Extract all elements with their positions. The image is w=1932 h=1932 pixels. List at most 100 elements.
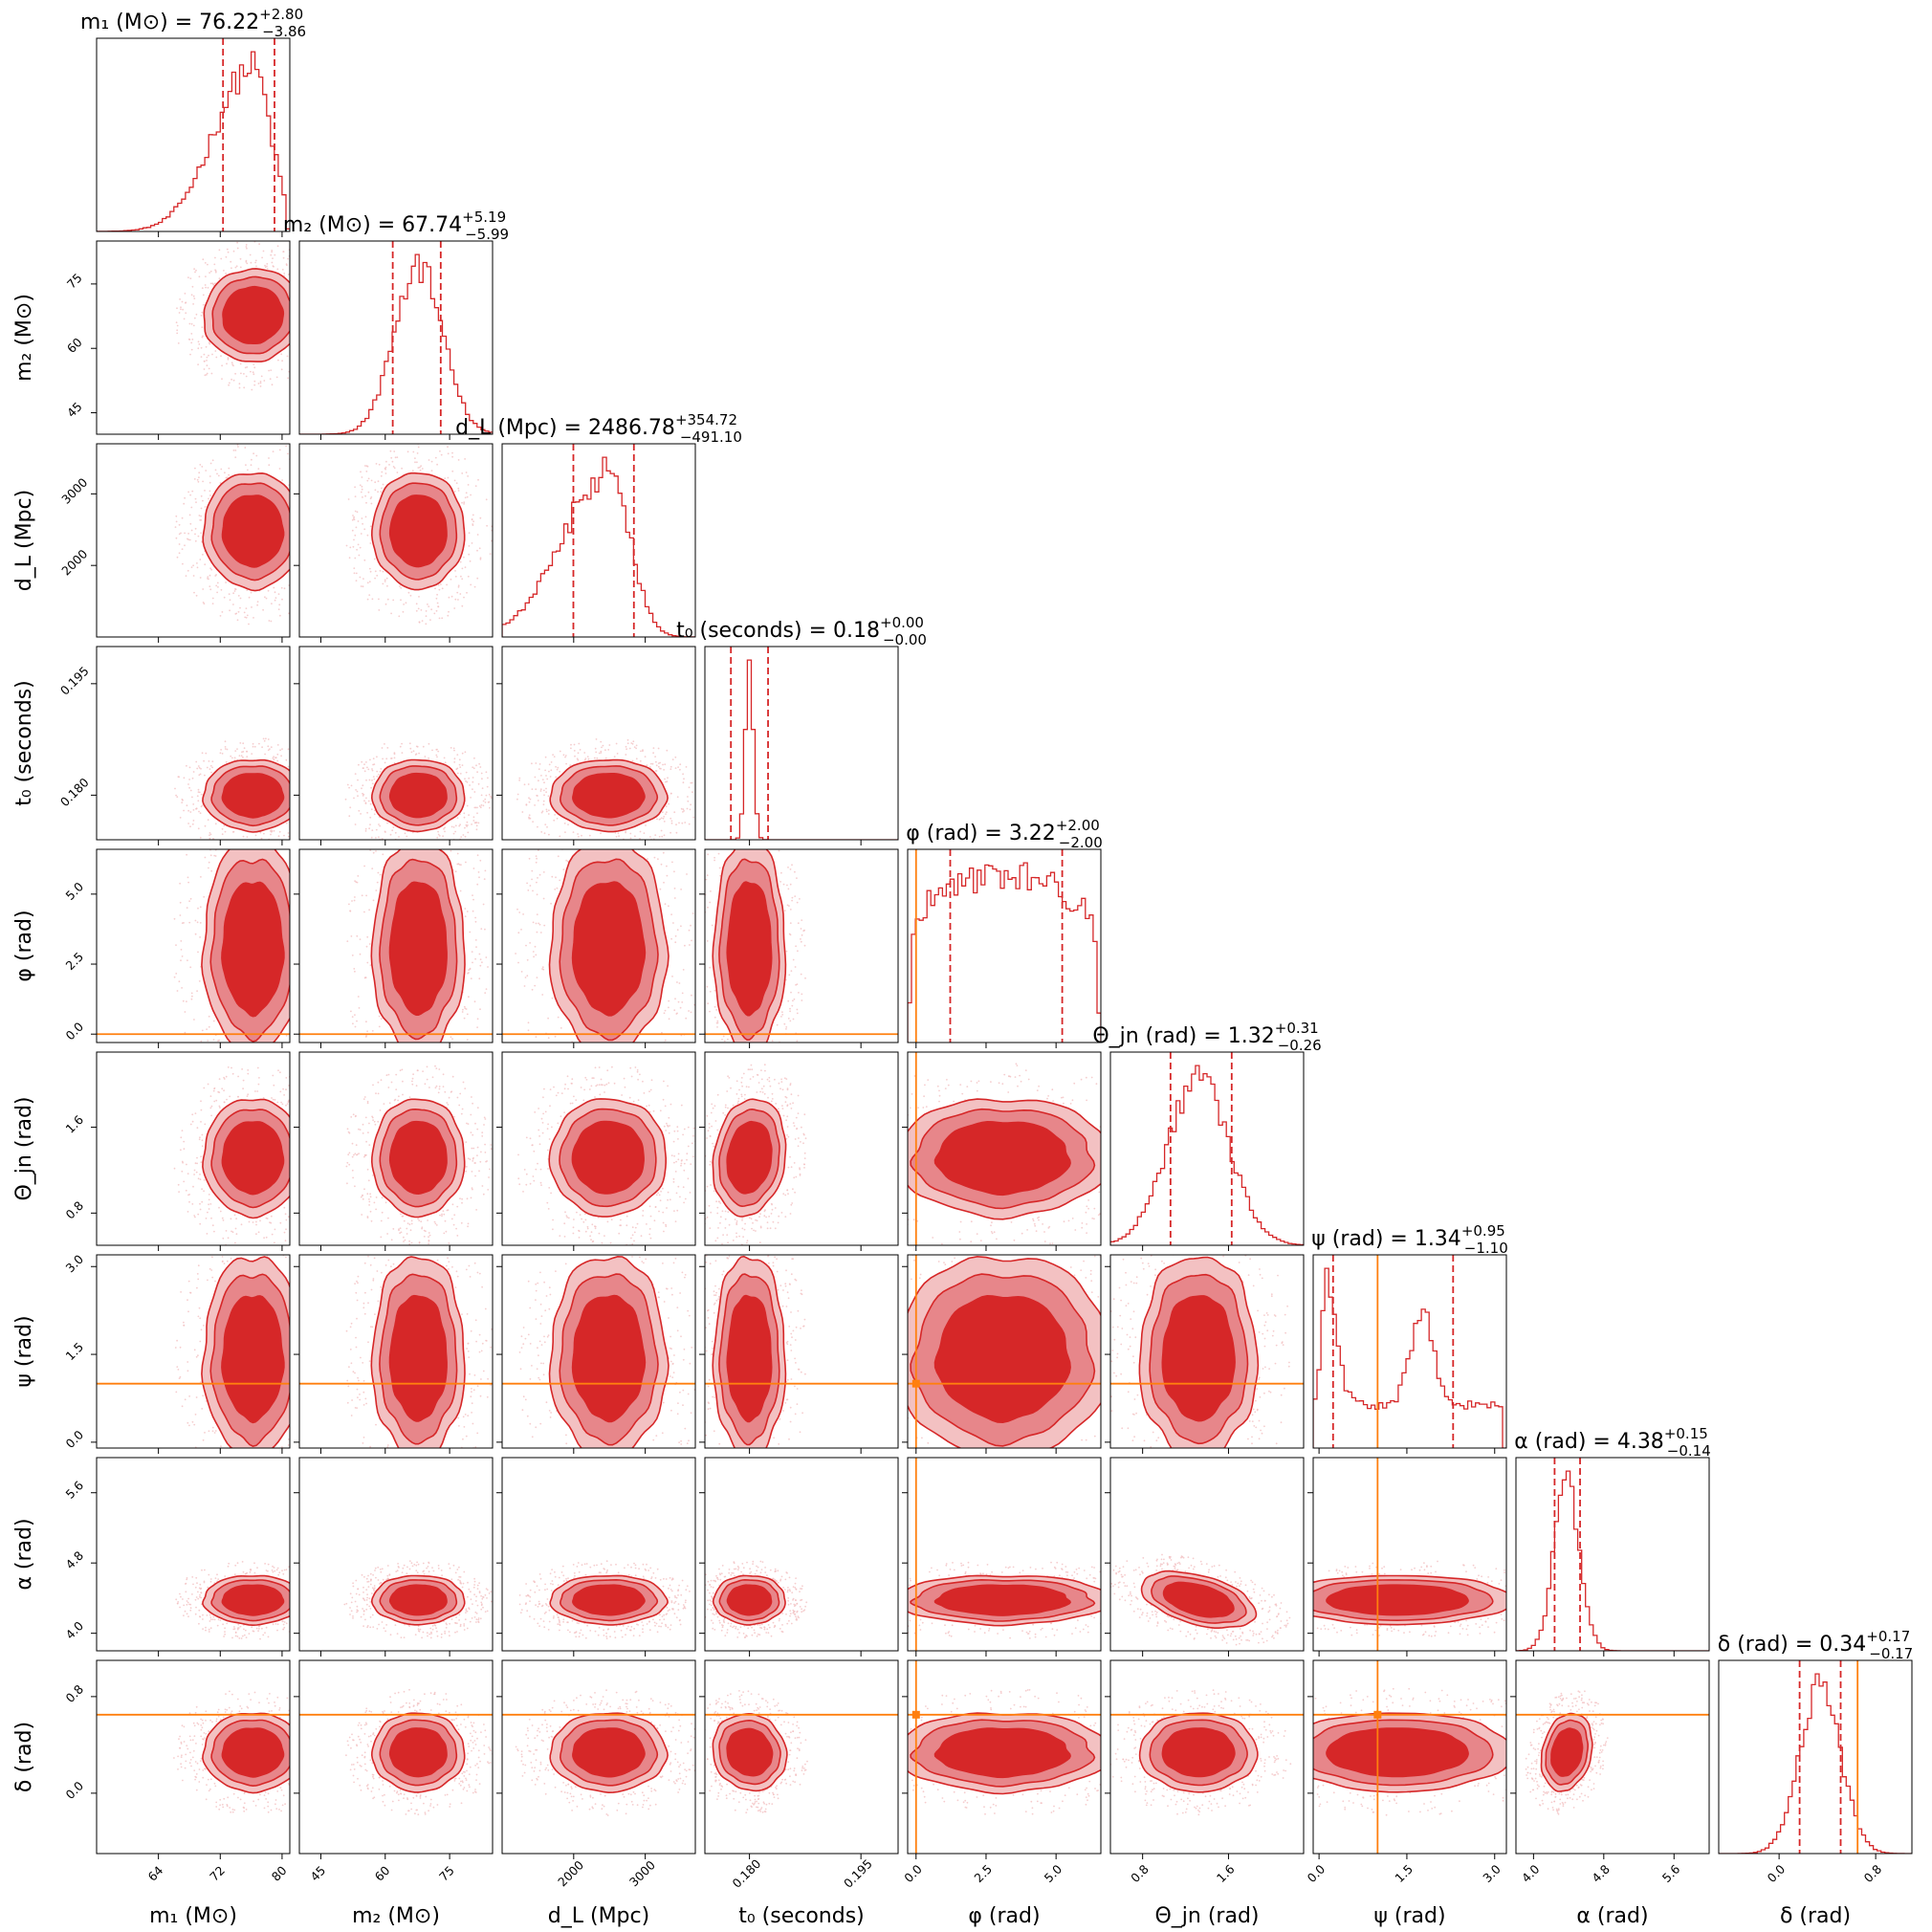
scatter-point: [214, 350, 216, 352]
histogram-t0: [705, 660, 898, 840]
scatter-point: [360, 1357, 362, 1359]
scatter-point: [467, 805, 469, 807]
scatter-point: [216, 592, 218, 594]
scatter-point: [419, 622, 421, 624]
scatter-point: [246, 246, 248, 248]
scatter-point: [667, 1086, 669, 1087]
scatter-point: [804, 945, 806, 947]
panel-content: [299, 241, 493, 434]
scatter-point: [779, 1083, 780, 1085]
scatter-point: [209, 862, 210, 864]
scatter-point: [352, 1170, 354, 1172]
scatter-point: [520, 929, 522, 931]
scatter-point: [351, 785, 353, 787]
scatter-point: [364, 1154, 366, 1156]
scatter-point: [591, 1223, 593, 1225]
scatter-point: [460, 836, 462, 838]
scatter-point: [271, 621, 273, 623]
scatter-point: [379, 1016, 381, 1018]
scatter-point: [209, 368, 210, 370]
scatter-point: [1174, 1170, 1175, 1172]
scatter-point: [716, 1213, 718, 1215]
scatter-point: [366, 1068, 368, 1070]
scatter-point: [702, 1162, 704, 1164]
scatter-point: [443, 828, 445, 830]
scatter-point: [726, 1234, 728, 1236]
scatter-point: [477, 1385, 479, 1387]
scatter-point: [330, 934, 332, 936]
scatter-point: [180, 1347, 182, 1349]
scatter-point: [602, 1084, 604, 1086]
scatter-point: [597, 843, 599, 845]
scatter-point: [365, 1141, 367, 1143]
scatter-point: [196, 1157, 198, 1159]
scatter-point: [685, 1018, 687, 1020]
scatter-point: [279, 1471, 281, 1473]
scatter-point: [481, 778, 483, 779]
scatter-point: [204, 1179, 206, 1181]
scatter-point: [519, 1351, 521, 1353]
scatter-point: [543, 925, 545, 927]
scatter-point: [253, 381, 255, 383]
scatter-point: [851, 1134, 853, 1136]
scatter-point: [535, 1169, 537, 1171]
scatter-point: [675, 823, 677, 825]
scatter-point: [477, 1147, 479, 1149]
scatter-point: [451, 471, 453, 472]
scatter-point: [303, 1275, 305, 1277]
scatter-point: [252, 371, 254, 373]
scatter-point: [203, 1439, 205, 1441]
scatter-point: [638, 830, 640, 832]
scatter-point: [714, 1240, 716, 1241]
scatter-point: [475, 1319, 477, 1321]
scatter-point: [415, 1246, 417, 1248]
scatter-point: [240, 835, 242, 837]
scatter-point: [684, 1277, 686, 1279]
scatter-point: [303, 482, 305, 484]
scatter-point: [200, 1121, 202, 1123]
scatter-point: [477, 534, 479, 536]
scatter-point: [356, 935, 358, 937]
scatter-point: [464, 827, 466, 829]
scatter-point: [474, 958, 476, 960]
scatter-point: [603, 1494, 604, 1496]
scatter-point: [540, 775, 542, 777]
scatter-point: [266, 1237, 268, 1239]
scatter-point: [294, 835, 296, 837]
scatter-point: [738, 1089, 740, 1091]
scatter-point: [582, 1221, 584, 1223]
scatter-point: [692, 1155, 694, 1157]
scatter-point: [209, 1430, 210, 1432]
scatter-point: [214, 257, 216, 259]
scatter-point: [611, 1218, 613, 1220]
scatter-point: [400, 1086, 402, 1087]
scatter-point: [263, 380, 265, 382]
scatter-point: [658, 1239, 660, 1240]
scatter-point: [665, 1225, 667, 1227]
scatter-point: [543, 781, 545, 783]
scatter-point: [193, 268, 195, 270]
scatter-point: [273, 1076, 274, 1078]
scatter-point: [844, 1131, 845, 1132]
scatter-point: [220, 355, 222, 357]
scatter-point: [401, 468, 403, 470]
scatter-point: [310, 481, 312, 483]
scatter-point: [231, 379, 232, 381]
scatter-point: [466, 592, 468, 594]
scatter-point: [288, 274, 290, 275]
scatter-point: [869, 1175, 871, 1176]
scatter-point: [354, 1372, 356, 1374]
scatter-point: [421, 1228, 423, 1230]
scatter-point: [288, 1216, 290, 1218]
scatter-point: [470, 969, 472, 971]
scatter-point: [263, 1097, 265, 1099]
scatter-point: [1123, 1103, 1125, 1105]
scatter-point: [663, 816, 665, 818]
scatter-point: [265, 737, 267, 739]
scatter-point: [549, 1410, 551, 1412]
scatter-point: [389, 1250, 391, 1252]
scatter-point: [313, 294, 315, 296]
scatter-point: [764, 1070, 766, 1072]
scatter-point: [373, 763, 375, 765]
scatter-point: [306, 533, 308, 535]
